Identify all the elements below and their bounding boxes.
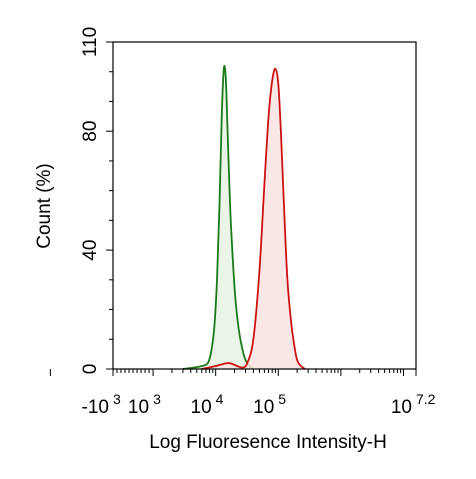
series-1-line	[182, 65, 254, 370]
x-tick-exponent: 3	[153, 391, 161, 407]
x-tick-exponent: 4	[216, 391, 224, 407]
y-tick-label: 40	[80, 240, 101, 261]
x-tick-label: -10	[82, 397, 109, 418]
x-tick-label: 10	[253, 397, 274, 418]
x-axis-title: Log Fluoresence Intensity-H	[149, 432, 387, 453]
tick-layer	[49, 41, 417, 376]
y-axis-title: Count (%)	[34, 163, 55, 249]
x-tick-label: 10	[191, 397, 212, 418]
series-2-fill	[201, 68, 306, 370]
y-tick-label: 110	[80, 27, 101, 57]
x-tick-exponent: 3	[113, 391, 121, 407]
plot-frame	[112, 41, 417, 370]
series-layer	[182, 65, 306, 370]
y-tick-label: 80	[80, 121, 101, 142]
series-2-line	[201, 67, 306, 370]
x-tick-label: 10	[391, 397, 412, 418]
series-1-fill	[182, 65, 254, 369]
x-tick-label: 10	[128, 397, 149, 418]
x-tick-exponent: 5	[278, 391, 286, 407]
x-tick-exponent: 7.2	[416, 391, 436, 407]
y-tick-label: 0	[80, 364, 101, 375]
